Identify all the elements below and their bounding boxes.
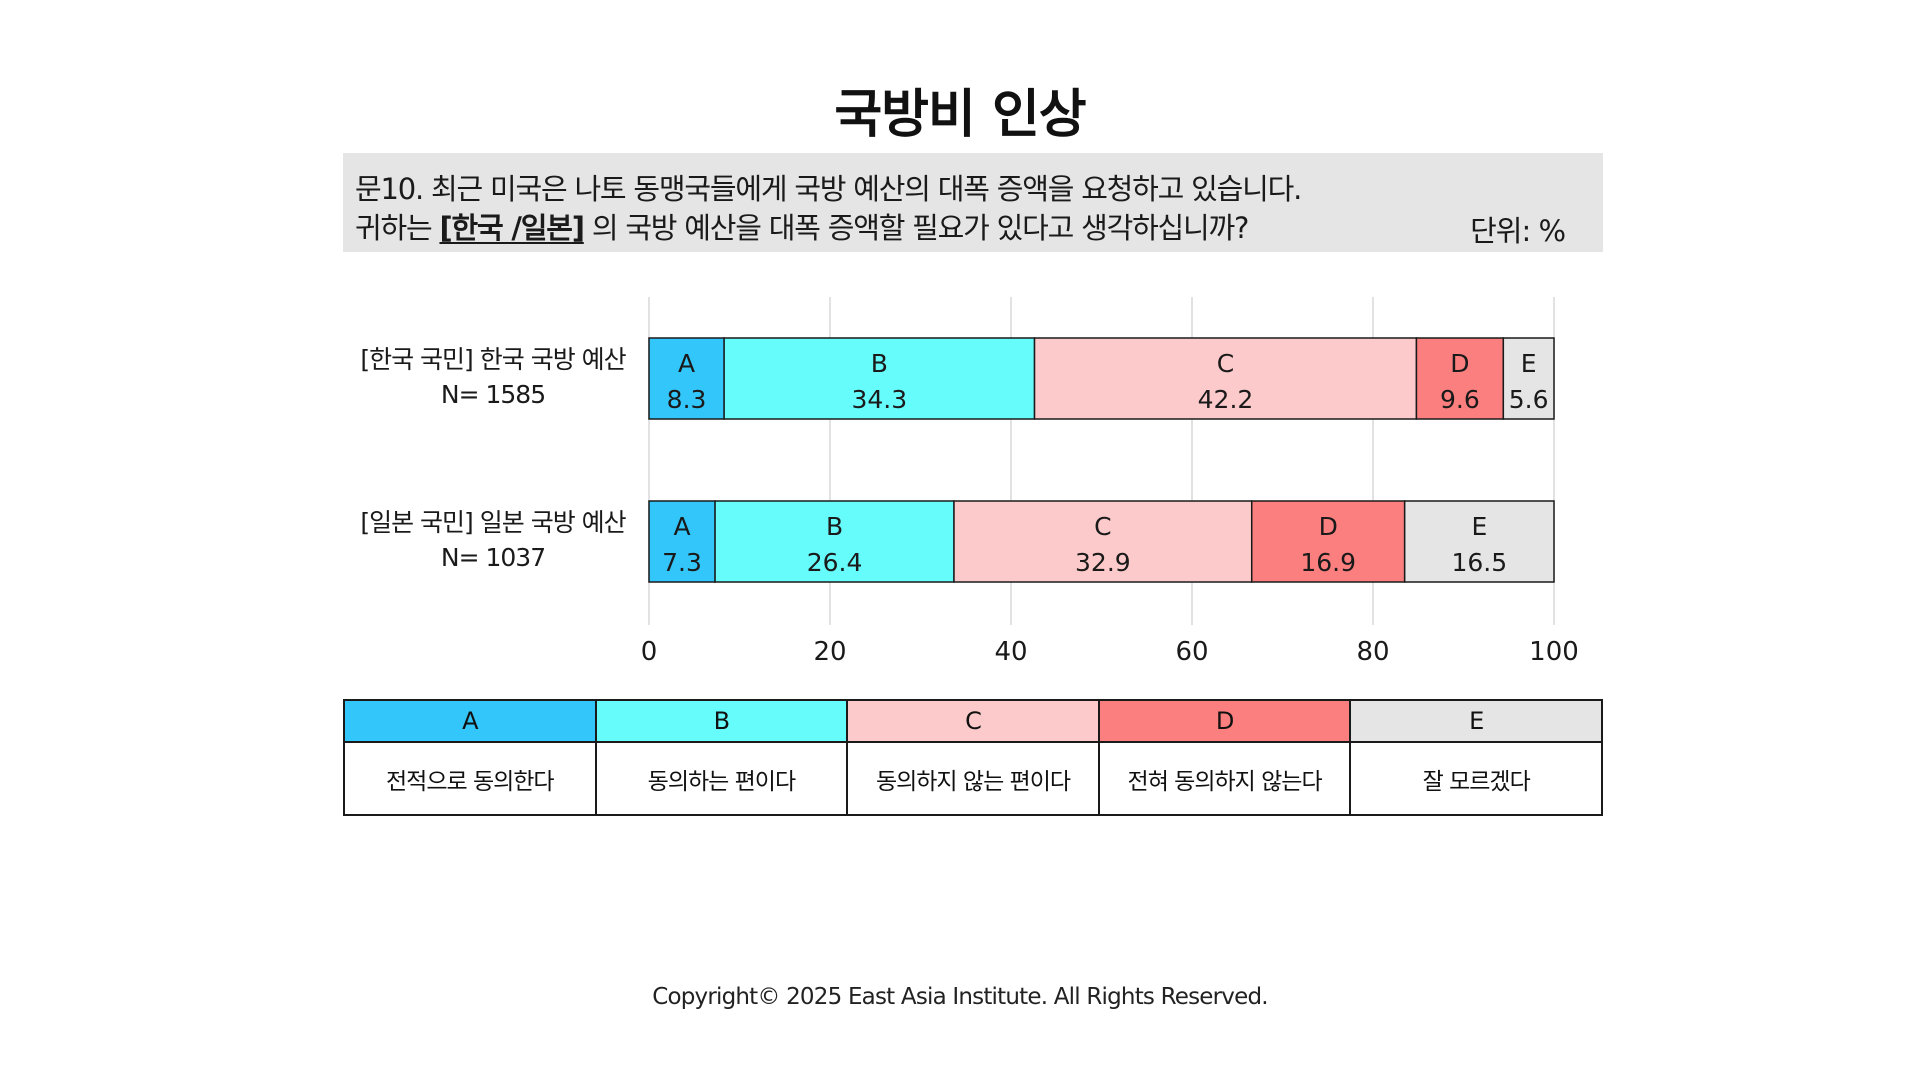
bar-segment-c-row1 (1033, 337, 1418, 420)
stacked-bar-chart: 0 20 40 60 80 100 A 8.3 B 34.3 C 42.2 D 9.6 E 5.6 A 7.3 B 2… (641, 297, 1579, 667)
legend-table: A B C D E 전적으로 동의한다 동의하는 편이다 동의하지 않는 편이다… (343, 699, 1603, 816)
legend-key-e: E (1349, 699, 1603, 743)
legend-desc-e: 잘 모르겠다 (1349, 741, 1603, 816)
bar-value-label-a-row2: 7.3 (662, 548, 702, 577)
question-line-2-pre: 귀하는 (355, 211, 440, 245)
question-emphasis: [한국 /일본] (439, 211, 585, 245)
bar-segment-e-row2 (1403, 500, 1555, 583)
bar-segment-e-row1 (1502, 337, 1555, 420)
copyright-footer: Copyright© 2025 East Asia Institute. All… (652, 984, 1268, 1010)
row-label-korea-n: N= 1585 (440, 380, 546, 409)
bar-value-label-e-row1: 5.6 (1509, 385, 1549, 414)
bar-key-label-a-row2: A (673, 512, 690, 541)
bar-value-label-c-row2: 32.9 (1075, 548, 1131, 577)
question-line-1: 문10. 최근 미국은 나토 동맹국들에게 국방 예산의 대폭 증액을 요청하고… (355, 172, 1302, 206)
legend-desc-b: 동의하는 편이다 (594, 741, 849, 816)
bar-segment-c-row2 (953, 500, 1253, 583)
bar-segment-b-row2 (714, 500, 955, 583)
bar-value-label-b-row2: 26.4 (807, 548, 863, 577)
row-label-japan: [일본 국민] 일본 국방 예산 N= 1037 (343, 505, 643, 575)
bar-value-label-a-row1: 8.3 (667, 385, 707, 414)
legend-key-row: A B C D E (343, 699, 1603, 743)
chart-title: 국방비 인상 (834, 85, 1086, 145)
row-label-korea: [한국 국민] 한국 국방 예산 N= 1585 (343, 342, 643, 412)
bar-key-label-a-row1: A (678, 349, 695, 378)
unit-label: 단위: % (1470, 214, 1566, 248)
bar-key-label-b-row2: B (826, 512, 843, 541)
x-tick-label-0: 0 (641, 637, 658, 667)
x-tick-label-20: 20 (813, 637, 846, 667)
x-tick-label-80: 80 (1356, 637, 1389, 667)
bar-value-label-e-row2: 16.5 (1452, 548, 1508, 577)
bar-key-label-e-row2: E (1471, 512, 1487, 541)
question-line-2: 귀하는 [한국 /일본] 의 국방 예산을 대폭 증액할 필요가 있다고 생각하… (355, 205, 1250, 247)
bar-segment-d-row1 (1415, 337, 1505, 420)
row-label-japan-title: [일본 국민] 일본 국방 예산 (360, 508, 626, 537)
legend-desc-d: 전혀 동의하지 않는다 (1097, 741, 1352, 816)
bar-key-label-e-row1: E (1521, 349, 1537, 378)
bar-key-label-d-row1: D (1450, 349, 1469, 378)
question-line-2-post: 의 국방 예산을 대폭 증액할 필요가 있다고 생각하십니까? (583, 211, 1250, 245)
bar-key-label-c-row2: C (1094, 512, 1111, 541)
bar-key-label-b-row1: B (871, 349, 888, 378)
row-label-japan-n: N= 1037 (440, 543, 546, 572)
bar-key-label-d-row2: D (1319, 512, 1338, 541)
legend-key-d: D (1097, 699, 1352, 743)
legend-desc-row: 전적으로 동의한다 동의하는 편이다 동의하지 않는 편이다 전혀 동의하지 않… (343, 741, 1603, 816)
bar-segment-d-row2 (1250, 500, 1406, 583)
legend-key-c: C (846, 699, 1100, 743)
x-tick-label-100: 100 (1529, 637, 1579, 667)
bar-value-label-d-row1: 9.6 (1440, 385, 1480, 414)
legend-desc-a: 전적으로 동의한다 (343, 741, 597, 816)
legend-key-b: B (594, 699, 849, 743)
row-label-korea-title: [한국 국민] 한국 국방 예산 (360, 345, 626, 374)
x-tick-label-60: 60 (1175, 637, 1208, 667)
bar-segment-a-row1 (648, 337, 725, 420)
x-tick-label-40: 40 (994, 637, 1027, 667)
question-box: 문10. 최근 미국은 나토 동맹국들에게 국방 예산의 대폭 증액을 요청하고… (343, 153, 1603, 252)
bar-value-label-c-row1: 42.2 (1198, 385, 1254, 414)
bar-value-label-b-row1: 34.3 (851, 385, 907, 414)
bar-key-label-c-row1: C (1217, 349, 1234, 378)
legend-desc-c: 동의하지 않는 편이다 (846, 741, 1100, 816)
bar-value-label-d-row2: 16.9 (1300, 548, 1356, 577)
legend-key-a: A (343, 699, 597, 743)
